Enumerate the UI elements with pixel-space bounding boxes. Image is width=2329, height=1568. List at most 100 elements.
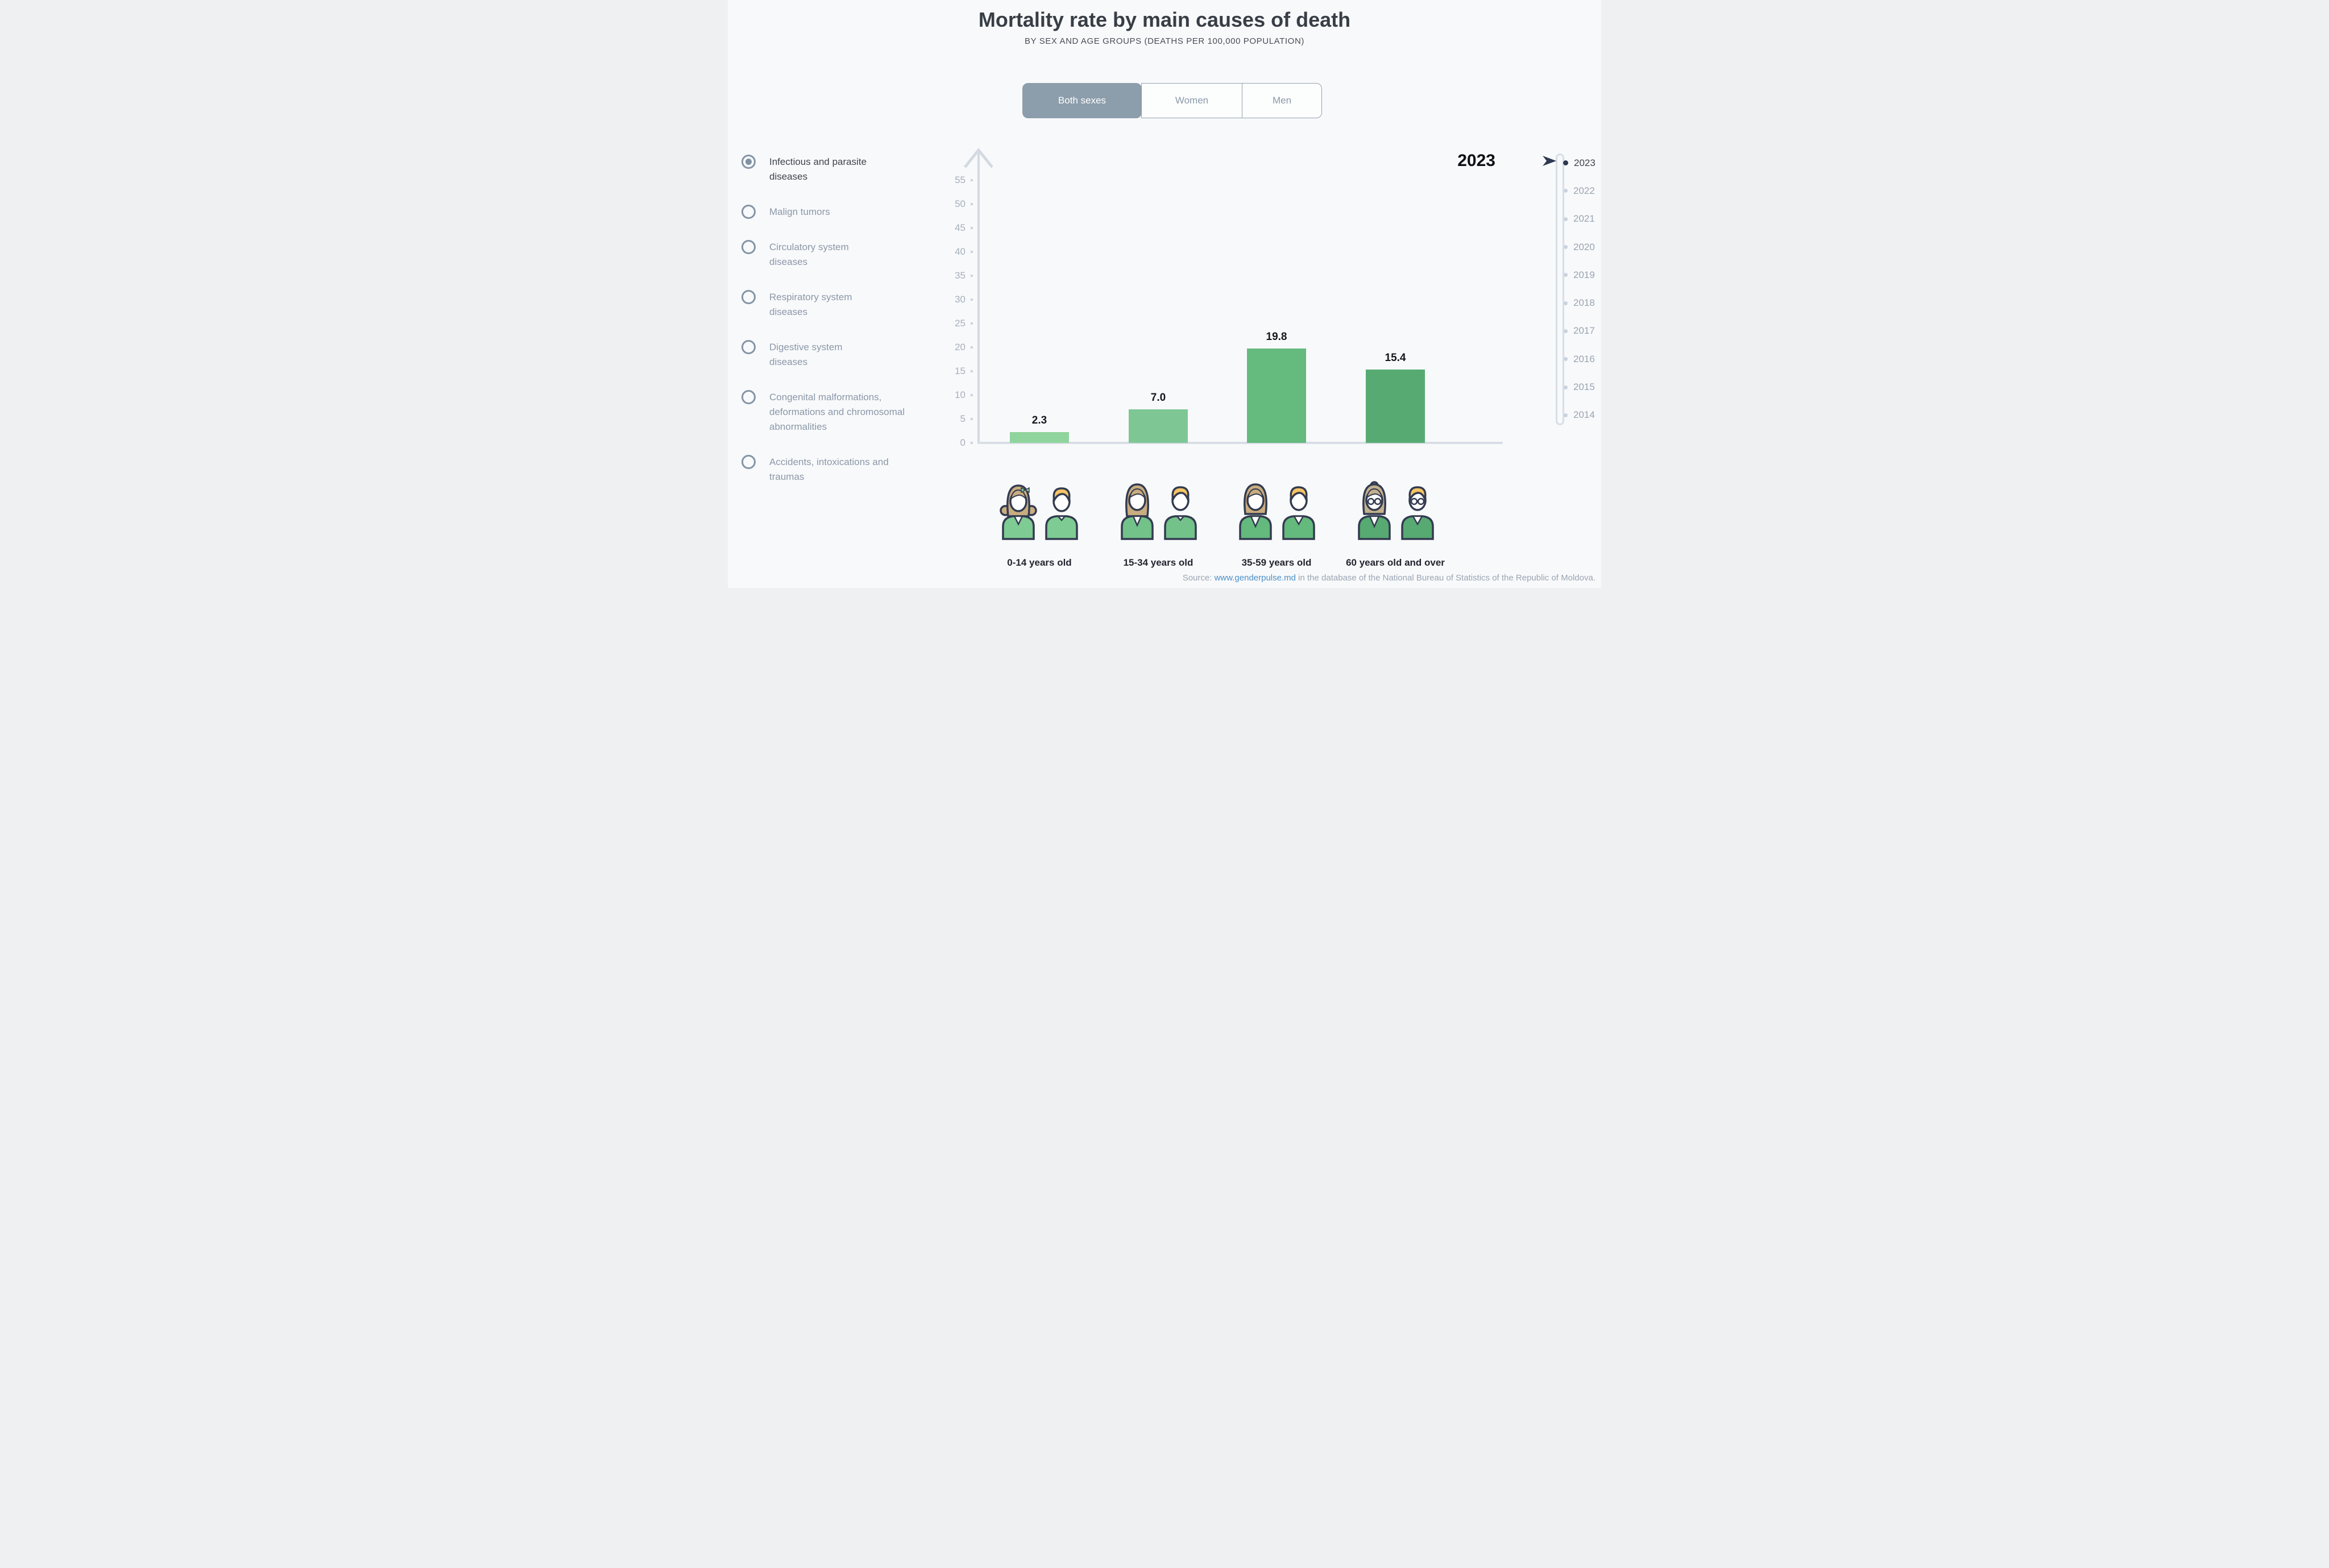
tick-mark-icon	[971, 298, 973, 301]
age-label-15-34: 15-34 years old	[1123, 557, 1193, 568]
bar-0-14-years[interactable]	[1010, 432, 1069, 443]
bar-value-label: 15.4	[1385, 351, 1406, 364]
bar-group-35-59: 19.8	[1247, 331, 1306, 443]
cause-option-infectious[interactable]: Infectious and parasite diseases	[741, 155, 909, 184]
radio-icon	[741, 240, 756, 254]
tab-men[interactable]: Men	[1242, 83, 1322, 118]
cause-option-digestive[interactable]: Digestive system diseases	[741, 340, 909, 370]
seniors-pair-icon	[1358, 481, 1434, 540]
bar-value-label: 2.3	[1031, 414, 1047, 426]
y-tick: 15	[934, 365, 973, 378]
tick-mark-icon	[971, 370, 973, 372]
timeline-year-2020[interactable]: 2020	[1564, 233, 1596, 261]
page-subtitle: BY SEX AND AGE GROUPS (DEATHS PER 100,00…	[1025, 36, 1304, 46]
tick-mark-icon	[971, 442, 973, 444]
tick-mark-icon	[971, 394, 973, 396]
cause-option-malign-tumors[interactable]: Malign tumors	[741, 205, 909, 219]
timeline-year-2018[interactable]: 2018	[1564, 289, 1596, 317]
timeline-track	[1556, 154, 1564, 425]
year-dot-icon	[1564, 273, 1568, 277]
bar-35-59-years[interactable]	[1247, 348, 1306, 443]
radio-icon	[741, 340, 756, 354]
year-dot-icon	[1564, 329, 1568, 333]
year-dot-icon	[1564, 301, 1568, 305]
cause-list: Infectious and parasite diseases Malign …	[741, 155, 909, 484]
tick-mark-icon	[971, 418, 973, 420]
radio-icon	[741, 390, 756, 404]
y-tick: 50	[934, 198, 973, 210]
year-dot-icon	[1564, 217, 1568, 221]
tick-mark-icon	[971, 322, 973, 325]
radio-icon	[741, 455, 756, 469]
year-dot-icon	[1564, 245, 1568, 250]
bar-group-60-over: 15.4	[1366, 352, 1425, 443]
year-dot-icon	[1564, 357, 1568, 362]
timeline-year-2017[interactable]: 2017	[1564, 317, 1596, 345]
bar-chart: 0 5 10 15 20 25 30 35 40 45 50 55 2.3 7.…	[955, 175, 1502, 448]
timeline-year-2023[interactable]: 2023	[1563, 149, 1596, 177]
age-label-35-59: 35-59 years old	[1241, 557, 1312, 568]
x-axis	[977, 442, 1503, 444]
selected-year-label: 2023	[1457, 151, 1495, 170]
timeline-years: 2023 2022 2021 2020 2019 2018 2017 2016 …	[1563, 149, 1596, 429]
timeline-year-2015[interactable]: 2015	[1564, 373, 1596, 401]
y-tick: 35	[934, 269, 973, 282]
y-tick: 30	[934, 293, 973, 306]
tab-women[interactable]: Women	[1141, 83, 1243, 118]
children-pair-icon	[1000, 484, 1078, 540]
tick-mark-icon	[971, 275, 973, 277]
tick-mark-icon	[971, 251, 973, 253]
radio-icon	[741, 155, 756, 169]
bar-15-34-years[interactable]	[1129, 409, 1188, 443]
year-dot-icon	[1564, 385, 1568, 389]
y-tick: 45	[934, 222, 973, 234]
source-link[interactable]: www.genderpulse.md	[1214, 573, 1296, 583]
page-title: Mortality rate by main causes of death	[978, 8, 1351, 31]
bar-group-0-14: 2.3	[1010, 414, 1069, 443]
year-timeline: 2023 2022 2021 2020 2019 2018 2017 2016 …	[1541, 147, 1601, 435]
y-tick: 10	[934, 389, 973, 401]
y-tick: 40	[934, 246, 973, 258]
bar-value-label: 19.8	[1266, 330, 1287, 343]
y-axis-arrow-icon	[964, 147, 993, 168]
sex-tabs: Both sexes Women Men	[1022, 83, 1322, 118]
radio-icon	[741, 205, 756, 219]
y-tick: 5	[934, 413, 973, 425]
mortality-dashboard: Mortality rate by main causes of death B…	[728, 0, 1601, 588]
age-label-0-14: 0-14 years old	[1007, 557, 1072, 568]
cause-option-accidents[interactable]: Accidents, intoxications and traumas	[741, 455, 909, 484]
y-tick: 20	[934, 341, 973, 354]
y-tick: 25	[934, 317, 973, 330]
header: Mortality rate by main causes of death B…	[728, 8, 1601, 46]
cause-option-congenital[interactable]: Congenital malformations, deformations a…	[741, 390, 909, 434]
radio-icon	[741, 290, 756, 304]
young-adults-pair-icon	[1121, 483, 1197, 540]
age-label-60-over: 60 years old and over	[1346, 557, 1445, 568]
timeline-year-2019[interactable]: 2019	[1564, 261, 1596, 289]
timeline-year-2014[interactable]: 2014	[1564, 401, 1596, 429]
tick-mark-icon	[971, 227, 973, 229]
timeline-year-2021[interactable]: 2021	[1564, 205, 1596, 233]
source-suffix: in the database of the National Bureau o…	[1296, 573, 1596, 583]
year-dot-icon	[1563, 160, 1568, 166]
y-axis	[977, 152, 980, 443]
middle-aged-pair-icon	[1239, 483, 1315, 540]
y-tick: 55	[934, 174, 973, 186]
bar-value-label: 7.0	[1150, 392, 1166, 404]
cause-option-circulatory[interactable]: Circulatory system diseases	[741, 240, 909, 269]
cause-option-respiratory[interactable]: Respiratory system diseases	[741, 290, 909, 320]
tick-mark-icon	[971, 203, 973, 205]
timeline-year-2022[interactable]: 2022	[1564, 177, 1596, 205]
year-dot-icon	[1564, 189, 1568, 193]
year-dot-icon	[1564, 413, 1568, 417]
timeline-cursor-icon[interactable]	[1542, 155, 1557, 167]
tick-mark-icon	[971, 179, 973, 181]
timeline-year-2016[interactable]: 2016	[1564, 345, 1596, 373]
tab-both-sexes[interactable]: Both sexes	[1022, 83, 1142, 118]
y-tick: 0	[934, 437, 973, 449]
bar-60-years-and-over[interactable]	[1366, 369, 1425, 443]
source-prefix: Source:	[1182, 573, 1215, 583]
bar-group-15-34: 7.0	[1129, 392, 1188, 443]
tick-mark-icon	[971, 346, 973, 349]
source-line: Source: www.genderpulse.md in the databa…	[1183, 573, 1596, 583]
